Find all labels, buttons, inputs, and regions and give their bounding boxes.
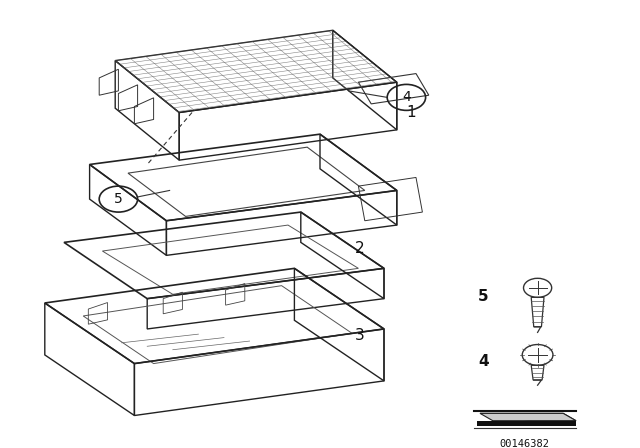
Text: 00146382: 00146382 xyxy=(500,439,550,448)
Text: 5: 5 xyxy=(478,289,488,304)
Text: 3: 3 xyxy=(355,328,365,343)
Polygon shape xyxy=(480,414,576,421)
Text: 2: 2 xyxy=(355,241,365,256)
Text: 1: 1 xyxy=(406,105,416,120)
Polygon shape xyxy=(480,414,576,421)
Text: 5: 5 xyxy=(114,192,123,206)
Bar xyxy=(477,421,576,426)
Text: 4: 4 xyxy=(402,90,411,104)
Text: 4: 4 xyxy=(478,354,488,369)
